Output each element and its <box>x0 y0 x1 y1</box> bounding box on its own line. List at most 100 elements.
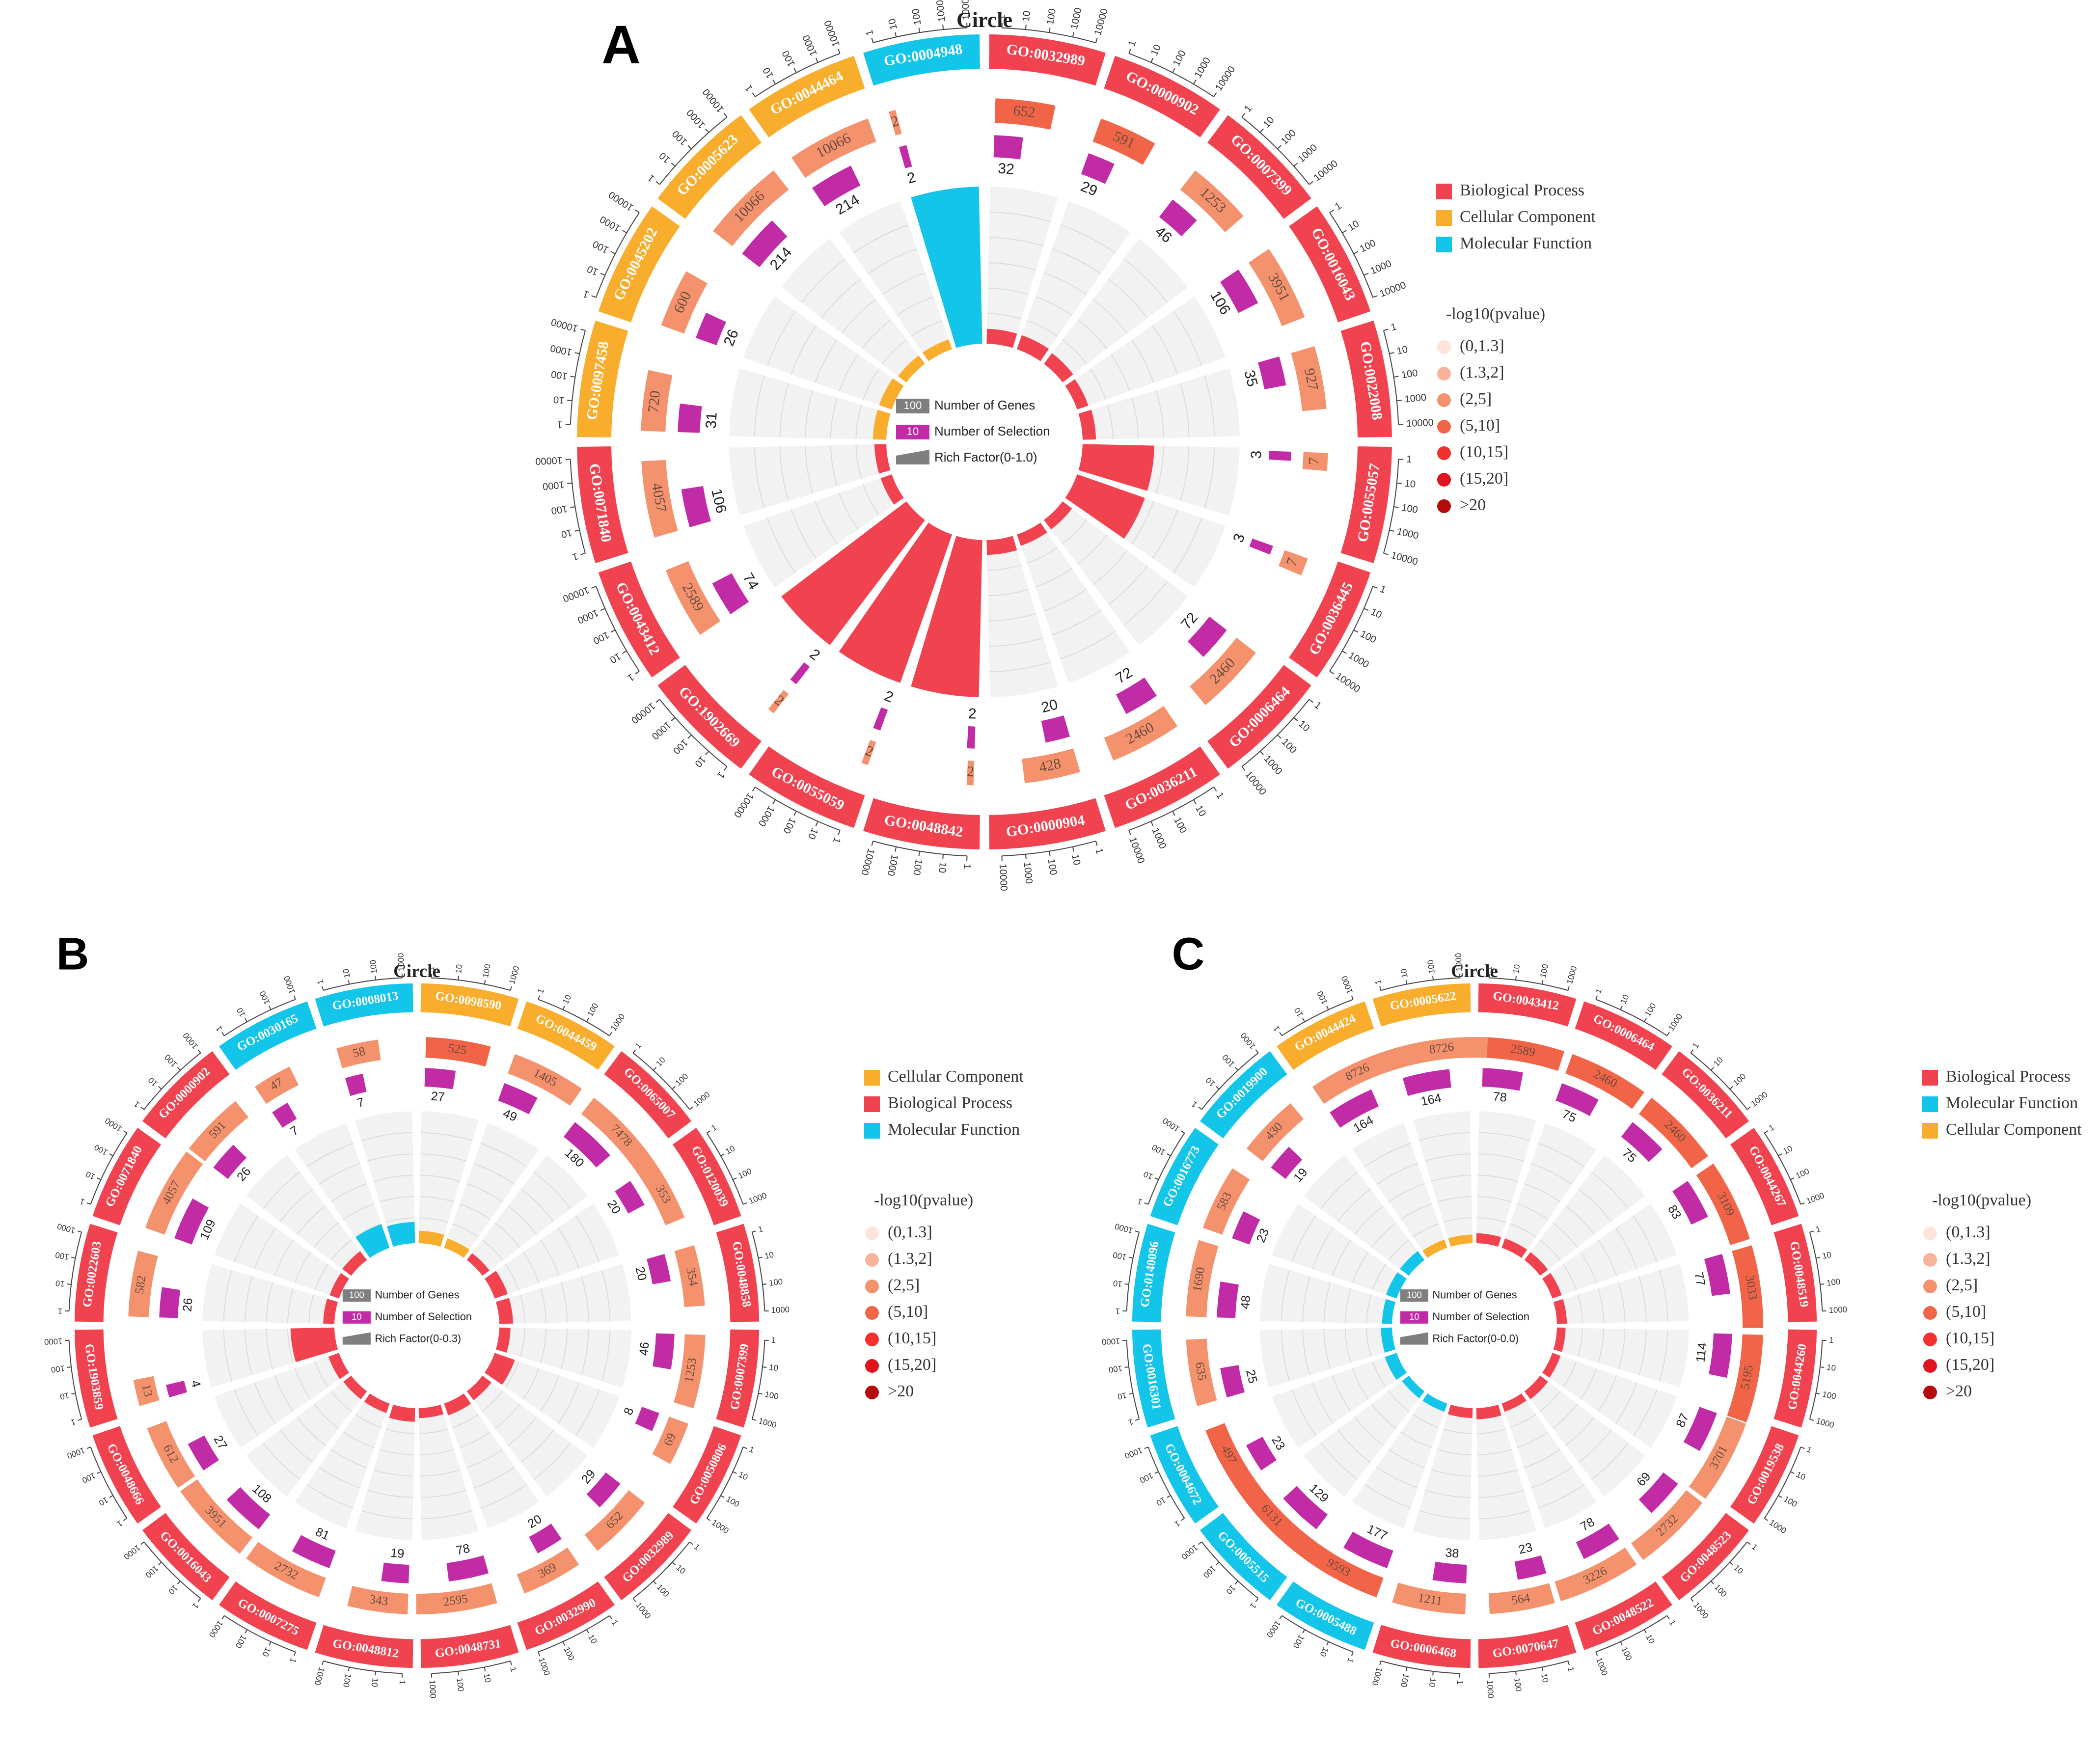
tick-label: 10000 <box>561 584 591 604</box>
tick-label: 1000 <box>756 804 776 828</box>
tick-mark <box>567 400 573 402</box>
grid-arc <box>1077 535 1108 565</box>
term-band <box>1340 321 1392 437</box>
pvalue-bin-label: (2,5] <box>1460 390 1492 408</box>
tick-label: 100 <box>724 1494 741 1509</box>
tick-mark <box>1213 787 1217 791</box>
tick-label: 100 <box>1359 628 1378 646</box>
grid-arc <box>1337 1429 1371 1463</box>
grid-arc <box>1131 397 1139 439</box>
term-band <box>716 1329 760 1428</box>
grid-wedge <box>729 368 886 440</box>
tick-mark <box>1215 1561 1220 1566</box>
tick-label: 100 <box>1822 1390 1837 1401</box>
genes-bar <box>674 1245 705 1308</box>
genes-bar <box>674 1334 706 1409</box>
term-band <box>517 1581 615 1650</box>
genes-bar <box>641 460 678 538</box>
grid-arc <box>1388 1183 1425 1202</box>
tick-label: 100 <box>585 1002 600 1018</box>
grid-wedge <box>1047 504 1188 645</box>
pvalue-bin-label: (2,5] <box>1946 1276 1978 1294</box>
tick-mark <box>1816 1256 1820 1259</box>
grid-wedge <box>355 1111 415 1243</box>
genes-bar <box>1638 1097 1708 1169</box>
grid-arc <box>385 1217 415 1223</box>
genes-bar <box>1689 1417 1746 1499</box>
selection-bar <box>993 135 1023 160</box>
grid-arc <box>1424 1153 1471 1162</box>
genes-bar <box>1202 1168 1250 1235</box>
selection-value: 164 <box>1419 1091 1443 1109</box>
grid-arc <box>801 258 846 303</box>
tick-mark <box>1234 1580 1239 1585</box>
pvalue-bin-label: (5,10] <box>1460 416 1500 435</box>
term-band <box>1207 115 1311 219</box>
grid-arc <box>1311 1227 1334 1269</box>
term-band <box>989 34 1106 86</box>
grid-arc <box>520 1429 554 1463</box>
tick-label: 1 <box>398 1680 407 1685</box>
genes-bar <box>966 761 975 786</box>
tick-mark <box>586 1018 589 1022</box>
genes-bar <box>1104 706 1178 761</box>
tick-mark <box>706 1518 711 1521</box>
pvalue-bin-label: (15,20] <box>1460 469 1508 488</box>
term-band <box>142 1051 230 1139</box>
grid-arc <box>815 339 838 383</box>
tick-label: 100 <box>1401 502 1418 516</box>
tick-label: 1 <box>1805 1444 1813 1455</box>
tick-mark <box>1198 1541 1202 1545</box>
pvalue-bin-label: >20 <box>1460 496 1486 514</box>
tick-label: 100 <box>163 1053 179 1069</box>
tick-mark <box>86 1446 91 1449</box>
grid-arc <box>1578 1429 1612 1463</box>
tick-mark <box>1095 841 1098 846</box>
tick-mark <box>348 980 350 984</box>
grid-wedge <box>488 1203 620 1297</box>
grid-arc <box>581 1276 589 1322</box>
tick-label: 1000 <box>710 1518 731 1535</box>
tick-label: 100 <box>1279 128 1298 147</box>
grid-arc <box>1062 339 1088 365</box>
selection-bar <box>696 312 726 346</box>
tick-label: 1 <box>288 1657 298 1664</box>
tick-label: 1000 <box>758 1416 778 1430</box>
grid-wedge <box>1527 1378 1645 1497</box>
tick-label: 1000 <box>747 1191 768 1206</box>
tick-mark <box>1690 1598 1694 1602</box>
tick-mark <box>838 49 841 54</box>
grid-wedge <box>1352 1396 1446 1528</box>
selection-bar <box>226 1487 271 1529</box>
rich-factor-bar <box>1044 501 1072 530</box>
pvalue-swatch <box>1923 1280 1937 1293</box>
tick-label: 100 <box>1538 963 1550 979</box>
selection-value: 20 <box>525 1512 545 1531</box>
selection-bar <box>967 726 976 749</box>
tick-label: 10000 <box>732 791 756 820</box>
tick-label: 10 <box>586 1633 599 1645</box>
grid-arc <box>1131 339 1154 383</box>
grid-arc <box>791 509 817 559</box>
tick-label: 100 <box>1201 1564 1218 1580</box>
tick-label: 1 <box>1484 966 1494 971</box>
tick-label: 100 <box>1280 736 1299 756</box>
tick-mark <box>1396 400 1402 402</box>
grid-arc <box>1026 547 1058 564</box>
rich-factor-bar <box>329 1273 349 1299</box>
genes-bar <box>128 1251 158 1317</box>
tick-mark <box>815 57 818 63</box>
grid-arc <box>1371 1222 1397 1248</box>
selection-value: 25 <box>1243 1368 1260 1385</box>
grid-arc <box>830 397 838 439</box>
grid-arc <box>522 1252 540 1283</box>
term-band <box>598 561 680 678</box>
tick-mark <box>733 1471 737 1474</box>
tick-axis <box>632 1052 690 1110</box>
rich-factor-bar <box>1524 1375 1548 1399</box>
selection-bar <box>1271 1146 1303 1179</box>
term-band <box>577 446 628 563</box>
selection-bar <box>1220 1365 1245 1398</box>
tick-label: 10 <box>1204 1075 1217 1089</box>
grid-arc <box>508 1417 537 1446</box>
